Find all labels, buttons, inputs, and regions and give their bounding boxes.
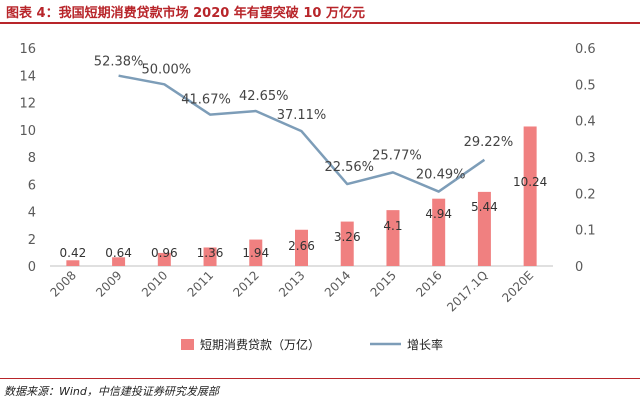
growth-data-label: 42.65% xyxy=(239,89,289,104)
bar xyxy=(249,239,263,266)
x-tick-label: 2015 xyxy=(368,268,399,299)
bar-data-label: 10.24 xyxy=(513,175,547,189)
x-tick-label: 2013 xyxy=(276,268,307,299)
bar-data-label: 0.42 xyxy=(60,246,87,260)
bar-data-label: 3.26 xyxy=(334,230,361,244)
chart-axes: 0 2 4 6 8 10 12 14 16 0 0.1 0.2 0.3 0.4 0.5 0.6 2008 2009… xyxy=(19,42,595,314)
bar xyxy=(66,260,80,266)
bar-data-label: 2.66 xyxy=(288,239,315,253)
right-y-tick-label: 0.2 xyxy=(575,187,596,202)
bar xyxy=(340,221,354,266)
left-y-tick-label: 2 xyxy=(28,233,36,248)
growth-line xyxy=(118,74,486,193)
left-y-tick-label: 0 xyxy=(28,260,36,275)
bar xyxy=(157,252,171,266)
bar-series xyxy=(66,126,537,266)
left-y-tick-label: 10 xyxy=(19,124,36,139)
left-y-tick-label: 14 xyxy=(19,69,36,84)
bar xyxy=(295,229,308,266)
right-y-tick-label: 0.6 xyxy=(575,42,596,57)
growth-data-label: 50.00% xyxy=(142,62,192,77)
growth-data-label: 41.67% xyxy=(181,93,231,108)
source-rule xyxy=(0,378,640,379)
bar xyxy=(523,126,537,266)
growth-line-series xyxy=(118,74,486,193)
growth-data-label: 37.11% xyxy=(277,108,327,123)
bar xyxy=(386,210,400,266)
right-y-tick-label: 0.1 xyxy=(575,224,596,239)
left-y-tick-label: 12 xyxy=(19,97,36,112)
x-tick-label: 2017.1Q xyxy=(444,268,490,314)
bar-data-label: 5.44 xyxy=(471,200,498,214)
growth-data-label: 25.77% xyxy=(372,148,422,163)
bar xyxy=(432,198,446,266)
left-y-tick-label: 16 xyxy=(19,42,36,57)
right-y-tick-label: 0.3 xyxy=(575,151,596,166)
growth-data-label: 22.56% xyxy=(324,160,374,175)
growth-data-label: 29.22% xyxy=(464,135,514,150)
bar-data-label: 0.96 xyxy=(151,246,178,260)
bar-data-label: 0.64 xyxy=(105,246,132,260)
x-tick-label: 2008 xyxy=(47,268,78,299)
bar-data-label: 1.36 xyxy=(197,246,224,260)
x-tick-label: 2009 xyxy=(93,268,124,299)
legend-bar-label: 短期消费贷款（万亿） xyxy=(200,337,320,352)
x-tick-label: 2016 xyxy=(413,268,444,299)
data-labels: 0.42 0.64 0.96 1.36 1.94 2.66 3.26 4.1 4.94 5.44 1… xyxy=(60,55,548,260)
growth-data-label: 52.38% xyxy=(94,55,144,70)
figure-title: 图表 4：我国短期消费贷款市场 2020 年有望突破 10 万亿元 xyxy=(6,6,365,21)
legend-bar-swatch xyxy=(181,339,194,350)
bar xyxy=(112,257,126,266)
bar-data-label: 4.1 xyxy=(383,219,402,233)
left-y-tick-label: 6 xyxy=(28,178,36,193)
x-tick-label: 2010 xyxy=(139,268,170,299)
x-tick-label: 2014 xyxy=(322,268,353,299)
right-y-tick-label: 0.4 xyxy=(575,115,596,130)
legend: 短期消费贷款（万亿） 增长率 xyxy=(181,337,443,352)
bar-data-label: 4.94 xyxy=(425,207,452,221)
growth-data-label: 20.49% xyxy=(416,168,466,183)
source-note: 数据来源：Wind，中信建投证券研究发展部 xyxy=(4,385,219,398)
chart: 0 2 4 6 8 10 12 14 16 0 0.1 0.2 0.3 0.4 0.5 0.6 2008 2009… xyxy=(19,42,595,352)
title-rule xyxy=(0,22,640,24)
left-y-tick-label: 8 xyxy=(28,151,36,166)
x-tick-label: 2020E xyxy=(499,268,536,305)
left-y-tick-label: 4 xyxy=(28,206,36,221)
legend-line-label: 增长率 xyxy=(407,337,443,352)
bar-data-label: 1.94 xyxy=(242,246,269,260)
x-tick-label: 2012 xyxy=(230,268,261,299)
right-y-tick-label: 0.5 xyxy=(575,78,596,93)
bar xyxy=(203,247,217,266)
right-y-tick-label: 0 xyxy=(575,260,583,275)
bar xyxy=(477,191,491,266)
x-tick-label: 2011 xyxy=(185,268,216,299)
